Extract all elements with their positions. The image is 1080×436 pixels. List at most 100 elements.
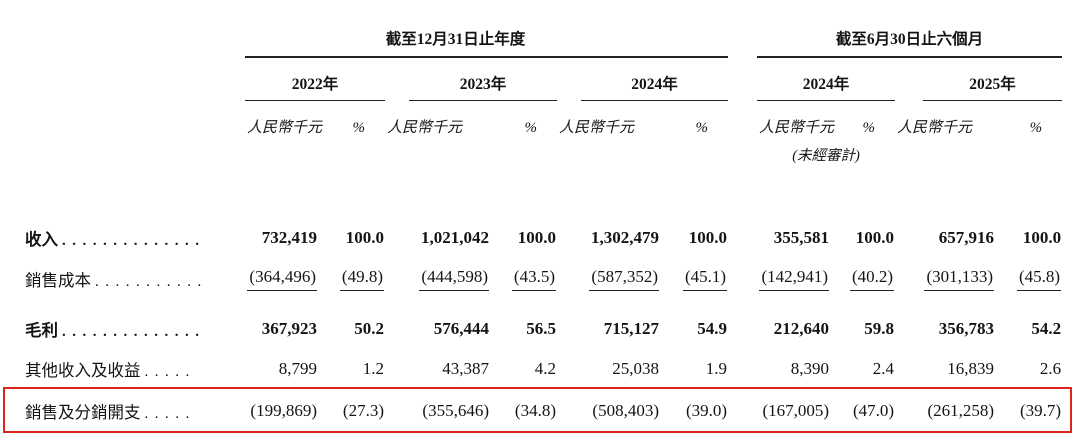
cell-value: (27.3) bbox=[342, 400, 384, 420]
row-selling-distribution-expenses: 銷售及分銷開支..... (199,869) (27.3) (355,646) … bbox=[0, 388, 1062, 433]
cell-value: 367,923 bbox=[261, 319, 317, 338]
cell-value: 212,640 bbox=[773, 319, 830, 338]
cell-value: (39.7) bbox=[1019, 400, 1062, 420]
year-header-row: 2022年 2023年 2024年 2024年 2025年 bbox=[0, 57, 1063, 101]
cell-value: (508,403) bbox=[592, 400, 659, 420]
cell-value: (39.0) bbox=[685, 400, 728, 420]
dot-leader: .............. bbox=[62, 233, 206, 249]
year-header-2024: 2024年 bbox=[557, 57, 729, 101]
period-header-interim: 截至6月30日止六個月 bbox=[757, 16, 1063, 58]
currency-unit-label: 人民幣千元 bbox=[559, 120, 635, 136]
column-spacer bbox=[728, 16, 757, 57]
currency-unit-label: 人民幣千元 bbox=[387, 120, 463, 136]
unit-header-2025-interim: 人民幣千元% bbox=[895, 101, 1062, 140]
period-group-header-row: 截至12月31日止年度 截至6月30日止六個月 bbox=[0, 16, 1063, 58]
unit-header-2023: 人民幣千元% bbox=[385, 101, 557, 140]
cell-value: 56.5 bbox=[526, 319, 556, 338]
cell-value: (444,598) bbox=[385, 258, 490, 300]
dot-leader: ..... bbox=[144, 364, 196, 380]
dot-leader: ........... bbox=[95, 274, 208, 290]
cell-value: (142,941) bbox=[757, 258, 830, 300]
cell-value: (301,133) bbox=[895, 258, 995, 300]
unit-header-2024: 人民幣千元% bbox=[557, 101, 728, 140]
cell-value: (49.8) bbox=[318, 258, 385, 300]
currency-unit-label: 人民幣千元 bbox=[897, 120, 973, 136]
percent-label: % bbox=[1029, 120, 1043, 136]
cell-value: (167,005) bbox=[762, 400, 830, 420]
empty-cell bbox=[0, 140, 757, 174]
unaudited-note: (未經審計) bbox=[792, 148, 860, 164]
financial-table: 截至12月31日止年度 截至6月30日止六個月 2022年 2023年 2024… bbox=[0, 16, 1063, 433]
cell-value: 356,783 bbox=[938, 319, 995, 338]
cell-value: 50.2 bbox=[354, 319, 384, 338]
cell-value: 715,127 bbox=[603, 319, 659, 338]
cell-value: (587,352) bbox=[557, 258, 660, 300]
cell-value: 2.4 bbox=[872, 359, 895, 378]
cell-value: 54.9 bbox=[697, 319, 728, 338]
row-gross-profit: 毛利.............. 367,923 50.2 576,444 56… bbox=[0, 300, 1062, 350]
row-label: 其他收入及收益..... bbox=[25, 361, 196, 380]
currency-unit-label: 人民幣千元 bbox=[247, 120, 323, 136]
cell-value: 8,390 bbox=[790, 359, 830, 378]
cell-value: (355,646) bbox=[422, 400, 489, 420]
unit-header-2022: 人民幣千元% bbox=[245, 101, 385, 140]
dot-leader: ..... bbox=[144, 405, 196, 422]
currency-unit-label: 人民幣千元 bbox=[759, 120, 835, 136]
cell-value: 59.8 bbox=[864, 319, 895, 338]
cell-value: (45.8) bbox=[995, 258, 1062, 300]
cell-value: 100.0 bbox=[517, 228, 556, 247]
cell-value: 732,419 bbox=[261, 228, 317, 247]
cell-value: (34.8) bbox=[514, 400, 556, 420]
cell-value: (199,869) bbox=[250, 400, 317, 420]
empty-cell bbox=[895, 140, 1062, 174]
column-spacer bbox=[728, 300, 757, 350]
dot-leader: .............. bbox=[62, 324, 206, 340]
cell-value: 25,038 bbox=[612, 359, 659, 378]
year-header-2024-interim: 2024年 bbox=[757, 57, 896, 101]
cell-value: 16,839 bbox=[947, 359, 995, 378]
unit-header-row: 人民幣千元% 人民幣千元% 人民幣千元% 人民幣千元% 人民幣千元% bbox=[0, 101, 1062, 140]
cell-value: 1.2 bbox=[362, 359, 384, 378]
unit-header-2024-interim: 人民幣千元% bbox=[757, 101, 895, 140]
column-spacer bbox=[728, 388, 757, 433]
cell-value: 576,444 bbox=[433, 319, 489, 338]
column-spacer bbox=[728, 57, 757, 101]
spacer-row bbox=[0, 174, 1062, 218]
row-other-income: 其他收入及收益..... 8,799 1.2 43,387 4.2 25,038… bbox=[0, 350, 1062, 388]
cell-value: 1,021,042 bbox=[421, 228, 489, 247]
percent-label: % bbox=[352, 120, 366, 136]
cell-value: 100.0 bbox=[1022, 228, 1062, 247]
column-spacer bbox=[728, 101, 757, 140]
year-header-2025-interim: 2025年 bbox=[895, 57, 1063, 101]
row-label: 銷售成本........... bbox=[25, 271, 208, 290]
empty-cell bbox=[0, 57, 245, 101]
row-cost-of-sales: 銷售成本........... (364,496) (49.8) (444,59… bbox=[0, 258, 1062, 300]
unaudited-note-row: (未經審計) bbox=[0, 140, 1062, 174]
cell-value: 100.0 bbox=[345, 228, 384, 247]
cell-value: (364,496) bbox=[245, 258, 318, 300]
column-spacer bbox=[728, 218, 757, 258]
cell-value: 43,387 bbox=[442, 359, 489, 378]
row-label: 毛利.............. bbox=[25, 321, 206, 340]
cell-value: 355,581 bbox=[773, 228, 830, 247]
cell-value: 1,302,479 bbox=[591, 228, 659, 247]
column-spacer bbox=[728, 258, 757, 300]
cell-value: (40.2) bbox=[830, 258, 895, 300]
cell-value: 657,916 bbox=[938, 228, 995, 247]
cell-value: 2.6 bbox=[1039, 359, 1062, 378]
cell-value: (47.0) bbox=[852, 400, 895, 420]
empty-cell bbox=[0, 101, 245, 140]
percent-label: % bbox=[862, 120, 876, 136]
year-header-2022: 2022年 bbox=[245, 57, 385, 101]
cell-value: (43.5) bbox=[490, 258, 557, 300]
cell-value: 100.0 bbox=[688, 228, 728, 247]
year-header-2023: 2023年 bbox=[385, 57, 557, 101]
percent-label: % bbox=[695, 120, 709, 136]
cell-value: 1.9 bbox=[705, 359, 728, 378]
row-revenue: 收入.............. 732,419 100.0 1,021,042… bbox=[0, 218, 1062, 258]
cell-value: (261,258) bbox=[927, 400, 995, 420]
cell-value: 54.2 bbox=[1031, 319, 1062, 338]
cell-value: (45.1) bbox=[660, 258, 728, 300]
period-header-annual: 截至12月31日止年度 bbox=[245, 16, 729, 58]
